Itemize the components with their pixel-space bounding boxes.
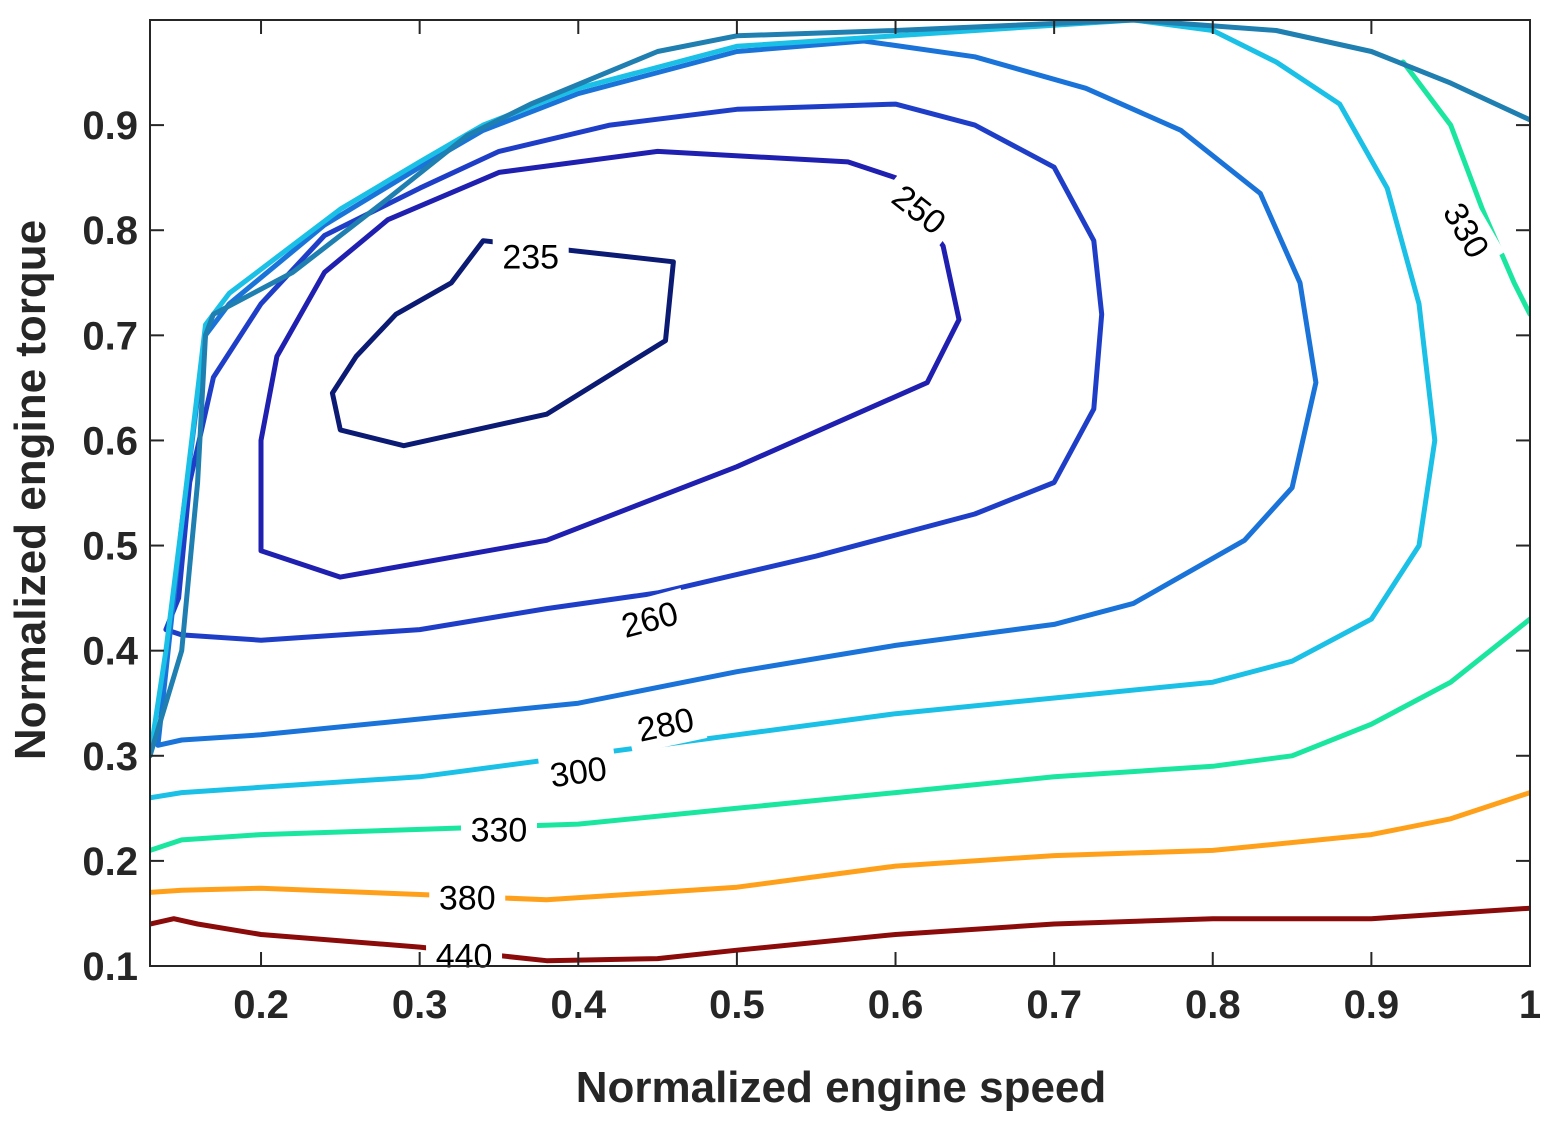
contour-label-bg [426, 933, 503, 978]
x-tick-label: 0.8 [1185, 983, 1241, 1027]
x-tick-label: 0.2 [233, 983, 289, 1027]
contour-label-group: 300 [537, 744, 619, 799]
x-tick-label: 0.4 [550, 983, 606, 1027]
y-tick-label: 0.7 [82, 314, 138, 358]
contour-label-330: 330 [471, 811, 528, 849]
y-tick-label: 0.2 [82, 840, 138, 884]
y-tick-label: 0.8 [82, 209, 138, 253]
contour-label-bg [492, 234, 569, 279]
contour-label-bg [875, 168, 963, 250]
y-tick-label: 0.4 [82, 630, 138, 674]
y-tick-label: 0.1 [82, 945, 138, 989]
contour-line-250-1 [258, 148, 962, 580]
contour-label-bg [429, 875, 506, 920]
contour-label-380: 380 [439, 880, 496, 918]
contour-line-outer-9 [150, 20, 1530, 759]
y-axis-label: Normalized engine torque [6, 220, 55, 760]
contour-label-group: 380 [429, 875, 506, 920]
contour-label-bg [607, 588, 693, 651]
contour-label-bg [623, 694, 708, 754]
contour-label-440: 440 [436, 937, 493, 975]
x-tick-label: 0.3 [392, 983, 448, 1027]
x-tick-label: 0.6 [868, 983, 924, 1027]
contour-line-330-5 [150, 616, 1530, 853]
y-tick-label: 0.6 [82, 419, 138, 463]
contour-label-bg [1428, 186, 1505, 275]
x-axis-label: Normalized engine speed [576, 1063, 1107, 1112]
contour-label-235: 235 [502, 239, 559, 277]
x-tick-label: 0.5 [709, 983, 765, 1027]
contour-line-330-6 [1400, 59, 1530, 317]
y-tick-label: 0.9 [82, 104, 138, 148]
contour-label-group: 235 [492, 234, 569, 279]
contour-line-280-3 [155, 38, 1319, 748]
contour-label-bg [460, 807, 537, 852]
contour-lines [150, 20, 1530, 964]
contour-label-group: 280 [623, 694, 708, 754]
x-tick-label: 0.9 [1344, 983, 1400, 1027]
axes: 0.2 0.3 0.4 0.5 0.6 0.7 0.8 0.9 1 0.1 0.2 0.3 0.4 0.5… [82, 19, 1541, 1027]
plot-frame [149, 19, 1531, 967]
x-tick-label: 0.7 [1026, 983, 1082, 1027]
contour-label-bg [537, 744, 619, 799]
contour-label-group: 260 [607, 588, 693, 651]
x-tick-label: 1 [1519, 983, 1541, 1027]
contour-line-380-7 [150, 790, 1530, 903]
y-tick-label: 0.3 [82, 735, 138, 779]
contour-line-440-8 [150, 905, 1530, 964]
contour-line-260-2 [163, 101, 1105, 643]
contour-label-group: 250 [875, 168, 963, 250]
contour-label-300: 300 [548, 750, 609, 796]
contour-label-group: 330 [460, 807, 537, 852]
contour-line-300-4 [150, 20, 1438, 801]
y-tick-label: 0.5 [82, 525, 138, 569]
contour-label-group: 440 [426, 933, 503, 978]
contour-line-235-0 [329, 238, 676, 449]
